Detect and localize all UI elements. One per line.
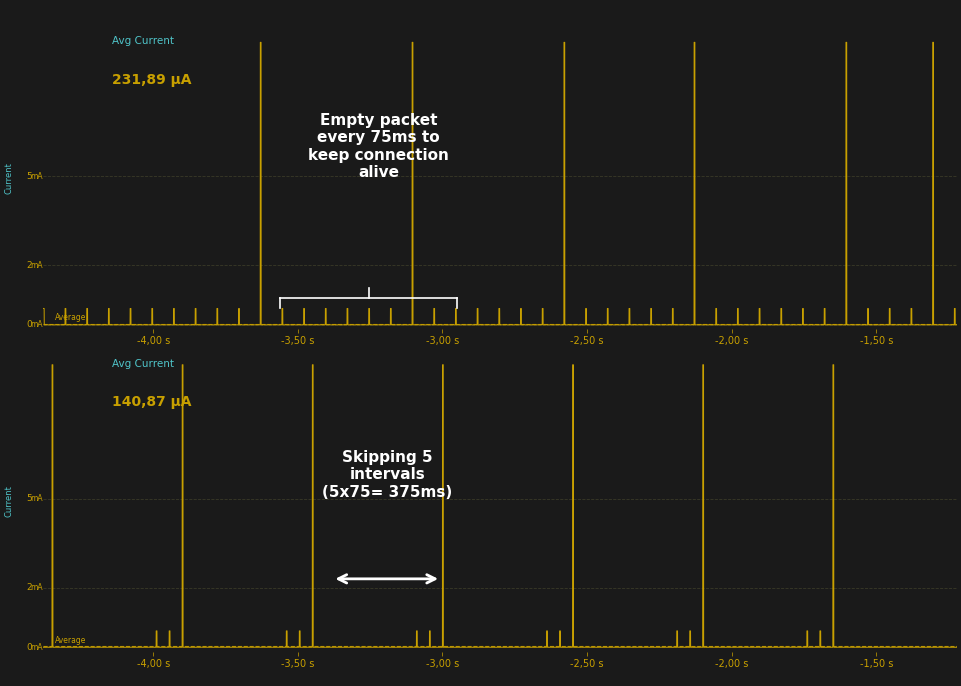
Text: 2: 2 bbox=[27, 583, 33, 592]
Text: mA: mA bbox=[30, 494, 42, 503]
Text: mA: mA bbox=[30, 172, 42, 180]
Text: mA: mA bbox=[30, 583, 42, 592]
Text: Current: Current bbox=[4, 163, 13, 194]
Text: mA: mA bbox=[30, 643, 42, 652]
Text: mA: mA bbox=[30, 261, 42, 270]
Text: Avg Current: Avg Current bbox=[111, 359, 174, 369]
Text: Current: Current bbox=[4, 485, 13, 517]
Text: 0: 0 bbox=[27, 320, 33, 329]
Text: mA: mA bbox=[30, 320, 42, 329]
Text: 140,87 μA: 140,87 μA bbox=[111, 395, 191, 409]
Text: 0: 0 bbox=[27, 643, 33, 652]
Text: Avg Current: Avg Current bbox=[111, 36, 174, 47]
Text: Empty packet
every 75ms to
keep connection
alive: Empty packet every 75ms to keep connecti… bbox=[308, 113, 449, 180]
Text: 5: 5 bbox=[27, 494, 33, 503]
Text: 2: 2 bbox=[27, 261, 33, 270]
Text: Average: Average bbox=[55, 636, 86, 645]
Text: Average: Average bbox=[55, 314, 86, 322]
Text: 5: 5 bbox=[27, 172, 33, 180]
Text: Skipping 5
intervals
(5x75= 375ms): Skipping 5 intervals (5x75= 375ms) bbox=[322, 450, 452, 499]
Text: 231,89 μA: 231,89 μA bbox=[111, 73, 191, 86]
